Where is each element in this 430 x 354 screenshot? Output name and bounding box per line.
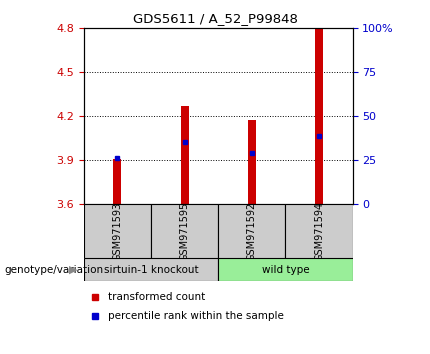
Text: GDS5611 / A_52_P99848: GDS5611 / A_52_P99848 [132,12,298,25]
Text: GSM971595: GSM971595 [180,201,190,261]
Text: ▶: ▶ [69,265,77,275]
Text: GSM971594: GSM971594 [314,201,324,261]
Bar [181,106,189,204]
Text: GSM971592: GSM971592 [247,201,257,261]
Bar [286,204,353,258]
Bar [315,28,323,204]
Bar [151,204,218,258]
Text: genotype/variation: genotype/variation [4,265,104,275]
Bar [84,204,151,258]
Bar [218,204,286,258]
Text: GSM971593: GSM971593 [112,201,123,261]
Text: sirtuin-1 knockout: sirtuin-1 knockout [104,265,198,275]
Bar [114,159,122,204]
Bar [248,120,256,204]
Text: transformed count: transformed count [108,292,205,302]
Bar [84,258,218,281]
Bar [218,258,353,281]
Text: percentile rank within the sample: percentile rank within the sample [108,310,284,321]
Text: wild type: wild type [261,265,309,275]
